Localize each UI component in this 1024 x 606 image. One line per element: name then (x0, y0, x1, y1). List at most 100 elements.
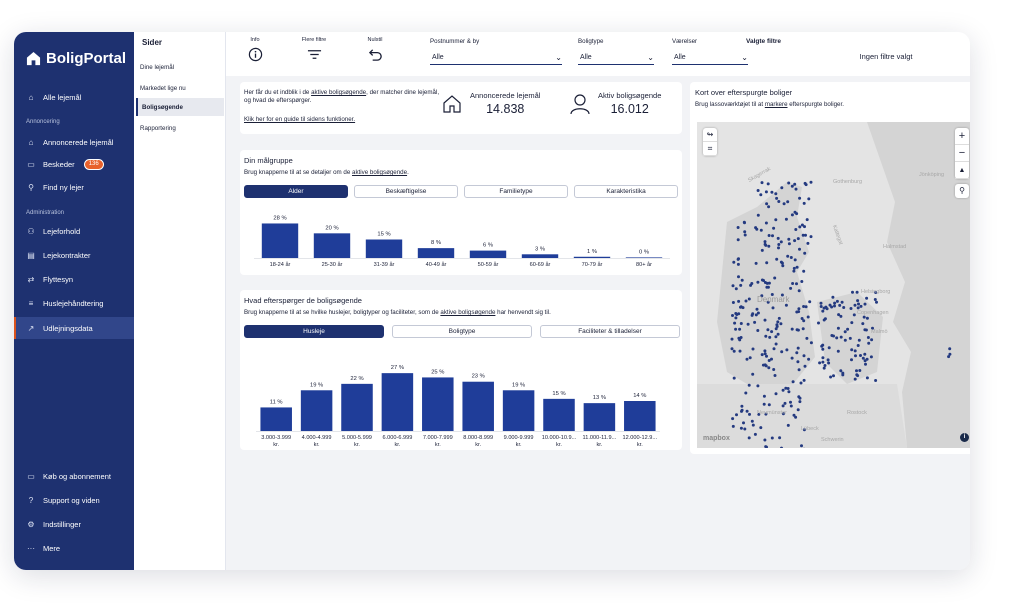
intro-text-part: Her får du et indblik i de (244, 89, 312, 96)
stat-active-seekers-value: 16.012 (610, 102, 649, 116)
chart-tick-label: kr. (637, 442, 643, 448)
mark-link[interactable]: markere (764, 101, 788, 108)
sidebar-item-subscription[interactable]: ▭ Køb og abonnement (14, 465, 134, 487)
map-point (870, 338, 874, 342)
sidebar-item-support[interactable]: ? Support og viden (14, 489, 134, 511)
chart-bar[interactable] (365, 239, 403, 259)
map-point (736, 257, 740, 261)
sidebar-item-more[interactable]: ··· Mere (14, 537, 134, 559)
sidebar-item-rent-management[interactable]: ≡ Huslejehåndtering (14, 292, 134, 314)
chart-tick-label: kr. (475, 442, 481, 448)
chart-bar[interactable] (469, 250, 507, 258)
map-search-button[interactable]: ⚲ (955, 184, 969, 198)
map-point (803, 364, 807, 368)
demand-title: Hvad efterspørger de boligsøgende (244, 296, 362, 305)
chart-bar[interactable] (300, 390, 333, 431)
page-link-market[interactable]: Markedet lige nu (140, 84, 186, 92)
chart-bar[interactable] (521, 254, 559, 258)
map-point (746, 322, 750, 326)
chart-bar[interactable] (625, 257, 663, 258)
tab-rent[interactable]: Husleje (244, 325, 384, 338)
home-icon: ⌂ (28, 92, 34, 102)
type-select[interactable]: Alle ⌄ (578, 50, 654, 65)
map-point (858, 369, 862, 372)
select-box-icon[interactable]: ⌗ (703, 142, 717, 156)
zoom-out-button[interactable]: − (955, 145, 969, 162)
chart-bar[interactable] (260, 407, 292, 431)
chart-bar[interactable] (313, 233, 351, 258)
map-info-icon[interactable]: i (960, 433, 969, 442)
postal-select[interactable]: Alle ⌄ (430, 50, 562, 65)
more-filters-button[interactable]: Flere filtre (299, 37, 329, 62)
sidebar-item-all-rentals[interactable]: ⌂ Alle lejemål (14, 86, 134, 108)
sidebar-item-tenancies[interactable]: ⚇ Lejeforhold (14, 220, 134, 242)
chart-data-label: 3 % (535, 246, 545, 252)
postal-filter[interactable]: Postnummer & by Alle ⌄ (430, 38, 562, 65)
tab-family-type[interactable]: Familietype (464, 185, 568, 198)
map-point (807, 357, 811, 361)
map-point (786, 423, 790, 427)
sidebar-item-inspections[interactable]: ⇄ Flyttesyn (14, 268, 134, 290)
sidebar-item-label: Beskeder (43, 159, 75, 169)
sidebar-item-settings[interactable]: ⚙ Indstillinger (14, 513, 134, 535)
sidebar-item-advertised[interactable]: ⌂ Annoncerede lejemål (14, 131, 134, 153)
map-point (805, 336, 809, 340)
chart-bar[interactable] (624, 401, 656, 431)
zoom-in-button[interactable]: + (955, 128, 969, 145)
map-point (856, 344, 860, 347)
chosen-filters-label: Valgte filtre (746, 38, 782, 45)
map-point (849, 307, 853, 310)
rooms-select[interactable]: Alle ⌄ (672, 50, 748, 65)
map-point (763, 438, 767, 442)
map-label: Denmark (757, 295, 790, 304)
chart-bar[interactable] (583, 403, 616, 431)
chart-bar[interactable] (261, 223, 299, 258)
tab-age[interactable]: Alder (244, 185, 348, 198)
map-point (770, 436, 774, 440)
chart-bar[interactable] (502, 390, 535, 431)
sidebar-item-messages[interactable]: ▭ Beskeder 136 (14, 153, 134, 175)
chart-bar[interactable] (341, 383, 373, 431)
mapbox-logo[interactable]: mapbox (703, 435, 730, 442)
chart-bar[interactable] (422, 377, 454, 431)
map-point (730, 337, 734, 341)
info-button[interactable]: Info (240, 37, 270, 62)
page-link-home-seekers[interactable]: Boligsøgende (136, 98, 224, 116)
map-point (749, 283, 753, 287)
type-filter[interactable]: Boligtype Alle ⌄ (578, 38, 654, 65)
chart-bar[interactable] (462, 381, 494, 431)
sidebar-item-rental-data[interactable]: ↗ Udlejningsdata (14, 317, 134, 339)
map-point (862, 315, 866, 319)
chart-bar[interactable] (417, 248, 455, 258)
lasso-icon[interactable]: ↬ (703, 128, 717, 142)
map-points (730, 180, 952, 448)
chart-bar[interactable] (573, 256, 611, 258)
active-seekers-link[interactable]: aktive boligsøgende (440, 309, 496, 316)
reset-button[interactable]: Nulstil (360, 37, 390, 62)
active-seekers-link[interactable]: aktive boligsøgende (311, 89, 367, 96)
map-point (777, 243, 781, 246)
page-link-reporting[interactable]: Rapportering (140, 124, 176, 132)
map-point (855, 369, 858, 373)
rooms-filter[interactable]: Værelser Alle ⌄ (672, 38, 748, 65)
page-link-your-rentals[interactable]: Dine lejemål (140, 63, 175, 71)
tab-housing-type[interactable]: Boligtype (392, 325, 532, 338)
guide-link[interactable]: Klik her for en guide til sidens funktio… (244, 116, 356, 123)
map-point (787, 390, 791, 394)
map-point (793, 182, 797, 186)
map-point (793, 258, 797, 262)
map-canvas[interactable]: Skagerrak Gothenburg Jönköping Kattegat … (697, 122, 970, 448)
sidebar-item-find-tenant[interactable]: ⚲ Find ny lejer (14, 176, 134, 198)
brand-logo[interactable]: BoligPortal (26, 50, 126, 67)
map-point (828, 303, 832, 307)
chart-bar[interactable] (543, 398, 575, 431)
chart-bar[interactable] (381, 373, 414, 431)
tab-facilities[interactable]: Faciliteter & tilladelser (540, 325, 680, 338)
compass-button[interactable]: ▲ (955, 162, 969, 179)
stat-advertised: Annoncerede lejemål 14.838 (442, 91, 540, 116)
filter-bar: Info Flere filtre Nulstil Postnummer & b… (226, 32, 970, 76)
active-seekers-link[interactable]: aktive boligsøgende (352, 169, 408, 176)
sidebar-item-contracts[interactable]: ▤ Lejekontrakter (14, 244, 134, 266)
tab-characteristics[interactable]: Karakteristika (574, 185, 678, 198)
tab-employment[interactable]: Beskæftigelse (354, 185, 458, 198)
